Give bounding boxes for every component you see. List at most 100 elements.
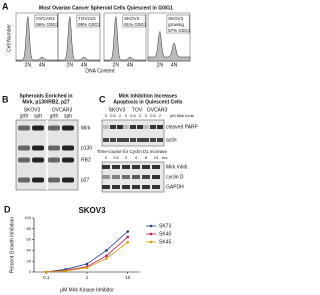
band [48, 177, 60, 183]
band [137, 125, 143, 129]
column-label: OVCAR3 [147, 107, 168, 113]
time-label: 0.5 [113, 155, 119, 160]
band [32, 157, 44, 163]
x-tick-label: 4N [39, 62, 46, 68]
band [110, 125, 116, 129]
plot-label: 57% G0G1 [168, 28, 191, 33]
legend-marker [149, 240, 153, 244]
band [150, 138, 156, 142]
figure: A Most Ovarian Cancer Spheroid Cells Quie… [0, 0, 200, 295]
band [130, 138, 136, 142]
panel-title: Mirk, p130/RB2, p27 [22, 99, 69, 105]
y-tick-label: 100 [24, 215, 31, 220]
column-label: SKOV3 [109, 107, 126, 113]
blot [101, 119, 165, 147]
band [122, 175, 130, 179]
band [102, 165, 110, 169]
band [117, 125, 123, 129]
marker [126, 235, 130, 239]
band [102, 185, 110, 189]
band [143, 125, 149, 129]
column-label: SKOV3 [24, 107, 41, 113]
legend-label: SK73 [159, 223, 171, 229]
band [117, 138, 123, 142]
x-tick-label: 4N [127, 62, 134, 68]
time-label: 4 [135, 155, 138, 160]
band [122, 165, 130, 169]
plot-label: SKOV3 [168, 16, 184, 21]
band [150, 125, 156, 129]
band [157, 125, 163, 129]
panel-title: Apoptosis in Quiescent Cells [113, 99, 182, 105]
band [110, 138, 116, 142]
band [112, 165, 120, 169]
row-label: cleaved PARP [166, 124, 199, 130]
x-tick-label: 4N [81, 62, 88, 68]
band [48, 157, 60, 163]
dose-label: 0.5 [130, 113, 136, 118]
plot-label: 91% G0G1 [124, 22, 147, 27]
dose-label: 0 [125, 113, 128, 118]
label-box [76, 14, 100, 28]
band [132, 165, 140, 169]
lane-label: sph [64, 113, 72, 119]
band [32, 177, 44, 183]
lane-label: sph [34, 113, 42, 119]
band [130, 125, 136, 129]
panel-title: Mirk Inhibition Increases [119, 93, 178, 99]
band [157, 138, 163, 142]
panel-title: Most Ovarian Cancer Spheroid Cells Quies… [39, 5, 173, 11]
band [112, 175, 120, 179]
band [18, 177, 30, 183]
row-label: GAPDH [166, 184, 184, 190]
label-box [166, 14, 190, 34]
x-tick-label: 1 [86, 275, 89, 280]
row-label: actin [166, 137, 177, 143]
legend-marker [149, 232, 153, 236]
label-box [122, 14, 146, 28]
y-axis-label: Percent Growth Inhibition [9, 217, 15, 273]
panel-title: Spheroids Enriched in [19, 93, 72, 99]
time-label: 0 [105, 155, 108, 160]
band [112, 185, 120, 189]
time-label: 24 [154, 155, 159, 160]
x-tick-label: 4N [171, 62, 178, 68]
plot-label: SKOV3 [124, 16, 140, 21]
row-label: p130 [81, 145, 92, 151]
band [62, 177, 74, 183]
plot-label: 95% G0G1 [78, 22, 101, 27]
marker [105, 254, 108, 258]
band [103, 125, 109, 129]
band [62, 157, 74, 163]
dose-label: 0.5 [110, 113, 116, 118]
band [18, 145, 30, 151]
band [132, 175, 140, 179]
histogram [147, 30, 191, 62]
dose-label: 0 [145, 113, 148, 118]
plot-label: OVCAR3 [36, 16, 55, 21]
histogram [103, 16, 147, 62]
histogram [15, 16, 59, 62]
legend-label: SK40 [159, 231, 171, 237]
histogram [57, 16, 101, 62]
row-label: Mirk inhib [166, 164, 188, 170]
row-label: Mirk [81, 125, 91, 131]
time-unit: hrs [162, 155, 168, 160]
band [62, 145, 74, 151]
marker [44, 270, 48, 274]
x-tick-label: 10 [125, 275, 131, 280]
column-label: OVCAR3 [52, 107, 73, 113]
x-tick-label: 2N [157, 62, 164, 68]
band [32, 125, 44, 131]
timecourse-title: Time-course for Cyclin D1 increase [97, 149, 168, 154]
marker [85, 266, 89, 269]
x-axis-label: μM Mirk Kinase Inhibitor [60, 287, 114, 293]
column-label: TOV [132, 107, 143, 113]
x-tick-label: 2N [25, 62, 32, 68]
band [143, 138, 149, 142]
dose-label: 2 [159, 113, 162, 118]
band [142, 185, 150, 189]
plot-label: 96% G0G1 [36, 22, 59, 27]
row-label: p27 [81, 177, 90, 183]
band [152, 185, 160, 189]
